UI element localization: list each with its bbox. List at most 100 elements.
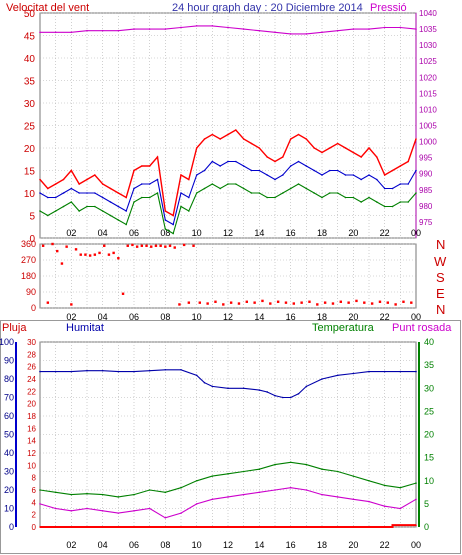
series-gust-point <box>101 183 104 185</box>
series-temperature-point <box>368 479 370 482</box>
rain-y-tick-label: 14 <box>27 437 36 446</box>
wind-y-tick-label: 25 <box>24 122 36 133</box>
series-gust-point <box>313 147 315 149</box>
series-speed-point <box>399 201 402 203</box>
series-pressure-point <box>54 31 57 34</box>
series-gust-point <box>54 183 57 185</box>
thermo-x-tick-label: 16 <box>286 540 296 550</box>
direction-point <box>198 301 201 304</box>
series-pressure-point <box>86 29 88 32</box>
direction-point <box>126 244 129 247</box>
series-dewpoint-point <box>368 500 370 503</box>
pressure-y-tick-label: 1030 <box>419 41 437 50</box>
wind-x-tick-label: 12 <box>223 228 233 238</box>
direction-point <box>164 245 167 248</box>
direction-point <box>51 242 54 246</box>
series-speed-point <box>172 232 174 235</box>
series-temperature-point <box>164 491 167 494</box>
series-humidity-point <box>282 396 284 399</box>
series-speed-point <box>282 192 284 194</box>
thermo-x-tick-label: 10 <box>192 540 202 550</box>
direction-y-tick-label: 90 <box>26 287 36 297</box>
series-dewpoint-point <box>70 510 73 512</box>
series-gust-point <box>407 160 409 163</box>
temp-y-tick-label: 20 <box>424 430 434 440</box>
series-dewpoint-point <box>148 507 151 510</box>
direction-point <box>276 300 280 303</box>
series-average-point <box>156 178 159 181</box>
dir-x-tick-label: 20 <box>348 312 358 322</box>
humidity-y-tick-label: 100 <box>0 337 14 347</box>
wind-y-tick-label: 40 <box>24 54 36 65</box>
series-humidity-point <box>368 370 370 373</box>
series-temperature-point <box>117 496 120 498</box>
direction-point <box>206 302 209 305</box>
direction-point <box>308 300 311 303</box>
series-dewpoint-point <box>164 516 167 519</box>
dir-x-tick-label: 22 <box>380 312 390 322</box>
temp-y-tick-label: 5 <box>424 499 429 509</box>
series-average-point <box>117 205 120 208</box>
dir-x-tick-label: 18 <box>317 312 327 322</box>
series-dewpoint-point <box>352 498 355 501</box>
direction-point <box>46 301 50 304</box>
series-gust-point <box>47 187 49 190</box>
series-average-point <box>94 192 96 194</box>
series-average-point <box>39 192 41 194</box>
series-temperature-point <box>101 493 104 496</box>
series-average-point <box>321 174 323 176</box>
series-gust-point <box>141 165 143 167</box>
series-temperature-point <box>305 463 308 466</box>
series-speed-point <box>141 196 143 199</box>
thermo-x-tick-label: 20 <box>348 540 358 550</box>
direction-point <box>103 244 106 247</box>
series-gust-point <box>94 174 96 176</box>
pressure-y-tick-label: 980 <box>419 202 433 211</box>
series-average-point <box>368 174 370 176</box>
series-speed-point <box>203 187 206 190</box>
series-speed-point <box>94 205 96 208</box>
series-gust-point <box>117 192 120 194</box>
series-humidity-point <box>54 370 57 373</box>
series-gust-point <box>156 156 159 158</box>
series-temperature-point <box>195 479 198 482</box>
series-pressure-point <box>148 28 151 30</box>
series-average-point <box>78 192 80 194</box>
series-speed-point <box>156 192 159 194</box>
series-rain-point <box>415 524 417 526</box>
pressure-y-tick-label: 1010 <box>419 105 437 114</box>
pressure-y-tick-label: 1035 <box>419 25 437 34</box>
direction-letter-n-top: N <box>436 237 445 252</box>
series-humidity-point <box>266 391 268 393</box>
dir-x-tick-label: 00 <box>411 312 421 322</box>
rain-y-tick-label: 16 <box>27 424 36 433</box>
thermo-x-tick-label: 22 <box>380 540 390 550</box>
series-average-point <box>399 183 402 185</box>
series-average-point <box>266 174 268 176</box>
dir-x-tick-label: 06 <box>129 312 139 322</box>
series-speed-point <box>289 187 292 190</box>
series-dewpoint-point <box>383 505 386 507</box>
series-speed-point <box>344 196 347 199</box>
series-dewpoint-point <box>54 507 57 510</box>
series-pressure-point <box>101 29 104 32</box>
series-average-point <box>70 187 73 190</box>
humidity-y-tick-label: 10 <box>4 504 14 514</box>
series-humidity-point <box>289 396 292 399</box>
series-average-point <box>242 165 245 167</box>
direction-y-tick-label: 0 <box>31 303 36 313</box>
series-gust-point <box>399 165 402 167</box>
series-average-point <box>54 196 57 199</box>
series-humidity-point <box>258 389 261 391</box>
series-dewpoint-point <box>399 507 402 510</box>
dir-x-tick-label: 12 <box>223 312 233 322</box>
rain-y-tick-label: 8 <box>32 474 37 483</box>
direction-point <box>229 301 233 304</box>
wind-x-tick-label: 04 <box>98 228 108 238</box>
temp-y-tick-label: 35 <box>424 360 434 370</box>
rain-y-tick-label: 12 <box>27 449 36 458</box>
humidity-y-tick-label: 30 <box>4 467 14 477</box>
direction-point <box>88 254 92 257</box>
dir-x-tick-label: 10 <box>192 312 202 322</box>
series-speed-point <box>47 214 49 217</box>
